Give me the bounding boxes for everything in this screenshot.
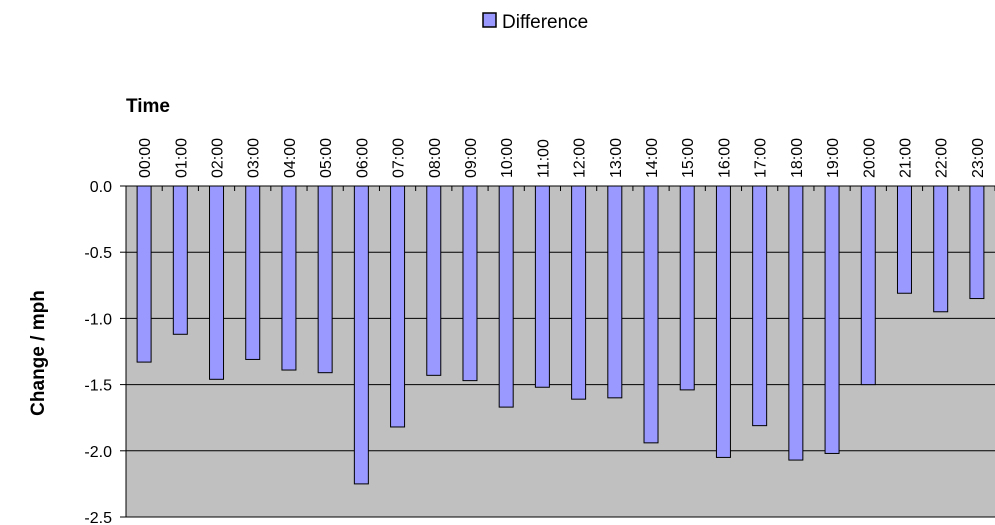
x-tick-label: 14:00 (644, 138, 661, 178)
bar (896, 185, 912, 294)
x-axis-title: Time (126, 96, 170, 117)
bar (860, 185, 876, 386)
x-tick-label: 16:00 (716, 138, 733, 178)
y-axis-title: Change / mph (28, 290, 49, 416)
x-tick-label: 21:00 (897, 138, 914, 178)
bar (209, 185, 225, 380)
bar (462, 185, 478, 382)
legend-label: Difference (502, 12, 588, 33)
bar (607, 185, 623, 399)
x-tick-label: 12:00 (572, 138, 589, 178)
x-tick-label: 08:00 (427, 138, 444, 178)
x-tick-label: 15:00 (680, 138, 697, 178)
bar (245, 185, 261, 360)
x-tick-label: 20:00 (861, 138, 878, 178)
bar (715, 185, 731, 458)
x-tick-label: 23:00 (970, 138, 987, 178)
bar (281, 185, 297, 371)
y-tick-label: -2.5 (84, 510, 112, 525)
bar (643, 185, 659, 444)
y-tick-label: -1.0 (84, 311, 112, 328)
x-tick-label: 04:00 (282, 138, 299, 178)
x-tick-label: 10:00 (499, 138, 516, 178)
plot-area (126, 186, 995, 517)
bar (571, 185, 587, 400)
legend: Difference (482, 12, 588, 33)
x-tick-label: 05:00 (318, 138, 335, 178)
x-axis: 00:00 01:00 02:00 03:00 04:00 05:00 06:00 07:00… (125, 138, 995, 191)
y-tick-label: -2.0 (84, 444, 112, 461)
bar (969, 185, 985, 300)
x-tick-label: 06:00 (354, 138, 371, 178)
x-tick-label: 18:00 (789, 138, 806, 178)
x-tick-label: 09:00 (463, 138, 480, 178)
x-tick-label: 03:00 (246, 138, 263, 178)
x-tick-label: 11:00 (535, 139, 552, 178)
y-tick-label: 0.0 (90, 179, 112, 196)
bar (679, 185, 695, 391)
bar (136, 185, 152, 363)
y-tick-label: -1.5 (84, 378, 112, 395)
bar (752, 185, 768, 427)
x-tick-label: 01:00 (173, 138, 190, 178)
bars (136, 185, 985, 485)
x-tick-label: 17:00 (753, 138, 770, 178)
bar (534, 185, 550, 388)
x-tick-label: 07:00 (391, 138, 408, 178)
bar (788, 185, 804, 461)
x-tick-label: 19:00 (825, 138, 842, 178)
x-tick-label: 00:00 (137, 138, 154, 178)
bar (933, 185, 949, 313)
x-tick-label: 22:00 (934, 138, 951, 178)
y-tick-label: -0.5 (84, 245, 112, 262)
bar (390, 185, 406, 428)
legend-swatch (482, 12, 497, 28)
y-axis: 0.0 -0.5 -1.0 -1.5 -2.0 -2.5 (84, 179, 127, 525)
bar (498, 185, 514, 408)
bar (824, 185, 840, 454)
bar (353, 185, 369, 485)
gridlines (126, 251, 995, 518)
x-tick-label: 13:00 (608, 138, 625, 178)
bar (172, 185, 188, 335)
bar (317, 185, 333, 374)
bar (426, 185, 442, 376)
x-tick-label: 02:00 (210, 138, 227, 178)
